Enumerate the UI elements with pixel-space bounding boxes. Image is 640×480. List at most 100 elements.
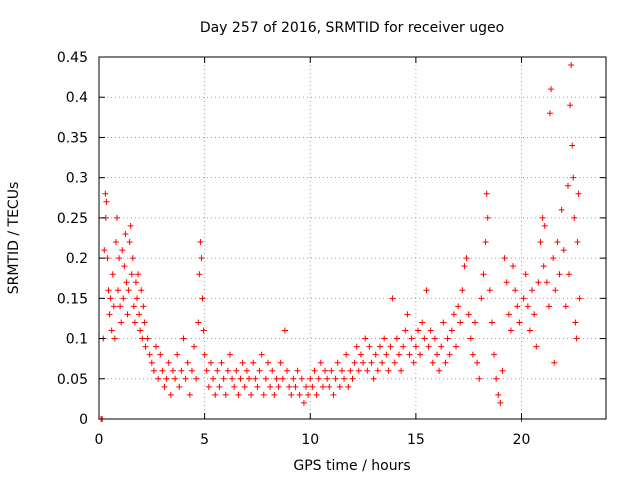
data-point [554,239,561,246]
data-point [113,214,120,221]
data-point [374,367,381,374]
data-point [303,383,310,390]
data-point [235,391,242,398]
data-point [429,359,436,366]
plot-frame [98,56,607,420]
data-point [123,279,130,286]
data-point [256,367,263,374]
data-point [438,343,445,350]
data-point [313,391,320,398]
data-point [370,375,377,382]
data-point [569,142,576,149]
data-point [410,359,417,366]
data-point [334,359,341,366]
data-point [128,271,135,278]
data-point [119,247,126,254]
data-point [436,367,443,374]
data-point [286,383,293,390]
data-point [144,335,151,342]
data-point [281,327,288,334]
data-point [136,311,143,318]
data-point [351,359,358,366]
data-point [104,255,111,262]
data-point [531,311,538,318]
data-point [103,198,110,205]
data-point [201,351,208,358]
data-point [467,335,474,342]
data-point [106,311,113,318]
data-point [115,287,122,294]
data-point [200,327,207,334]
data-point [216,383,223,390]
data-point [376,343,383,350]
data-point [483,190,490,197]
data-point [393,335,400,342]
data-point [576,295,583,302]
data-point [495,391,502,398]
data-point [552,287,559,294]
data-point [345,383,352,390]
y-tick-label: 0.45 [57,50,88,66]
data-point [336,383,343,390]
data-point [203,367,210,374]
data-point [463,255,470,262]
data-point [355,367,362,374]
data-point [406,351,413,358]
data-point [417,351,424,358]
data-point [505,311,512,318]
data-point [341,375,348,382]
data-point [148,359,155,366]
data-point [275,383,282,390]
data-point [186,391,193,398]
axis-ticks: 0 5 10 15 20 0 0.05 0.1 0.15 0.2 0.25 0.3 0.35 0.4 0.4… [57,50,606,448]
data-point [139,335,146,342]
data-point [379,359,386,366]
data-point [328,367,335,374]
data-point [383,351,390,358]
data-point [224,367,231,374]
data-point [572,319,579,326]
data-point [124,311,131,318]
grid-lines [99,57,606,419]
data-point [398,367,405,374]
data-point [404,311,411,318]
data-point [520,295,527,302]
data-point [469,351,476,358]
data-point [537,239,544,246]
data-point [423,287,430,294]
data-point [214,367,221,374]
data-point [150,367,157,374]
data-point [488,319,495,326]
data-point [305,391,312,398]
data-point [497,399,504,406]
data-point [245,375,252,382]
data-point [510,263,517,270]
data-point [229,375,236,382]
data-point [330,391,337,398]
data-point [434,351,440,358]
y-tick-label: 0 [79,412,88,428]
data-point [461,263,468,270]
data-point [174,351,181,358]
data-point [442,359,449,366]
data-point [207,359,214,366]
data-point [315,375,322,382]
data-point [218,359,225,366]
data-point [408,335,415,342]
data-point [237,375,244,382]
data-point [491,351,498,358]
y-tick-label: 0.2 [66,251,88,267]
data-point [265,359,271,366]
data-point [296,391,303,398]
data-point [288,391,295,398]
data-point [176,383,183,390]
data-point [571,214,578,221]
data-point [319,383,326,390]
data-point [457,319,464,326]
y-axis-title: SRMTID / TECUs [6,182,22,295]
data-point [543,279,550,286]
data-point [108,327,115,334]
data-point [101,247,108,254]
data-point [360,359,367,366]
